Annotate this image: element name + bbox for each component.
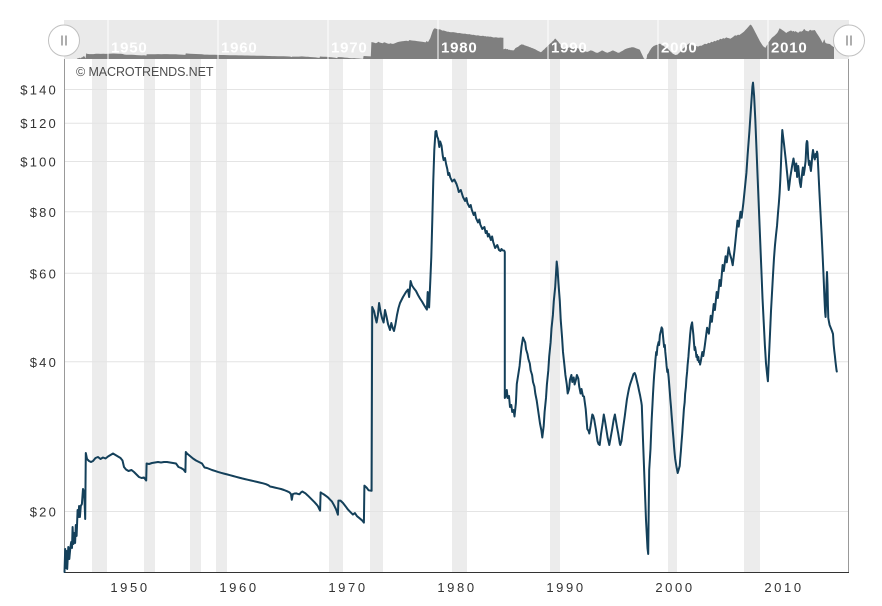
svg-text:1960: 1960	[221, 40, 258, 57]
svg-text:1980: 1980	[437, 580, 476, 595]
svg-text:$100: $100	[20, 155, 58, 170]
svg-text:$140: $140	[20, 83, 58, 98]
svg-text:1970: 1970	[331, 40, 368, 57]
svg-text:2010: 2010	[764, 580, 803, 595]
svg-text:1960: 1960	[219, 580, 258, 595]
svg-text:$60: $60	[30, 266, 58, 281]
svg-text:1990: 1990	[551, 40, 588, 57]
svg-text:1970: 1970	[328, 580, 367, 595]
svg-text:1990: 1990	[546, 580, 585, 595]
svg-text:$120: $120	[20, 116, 58, 131]
svg-text:1950: 1950	[110, 580, 149, 595]
svg-text:© MACROTRENDS.NET: © MACROTRENDS.NET	[76, 65, 214, 79]
svg-text:1950: 1950	[111, 40, 148, 57]
svg-text:2000: 2000	[655, 580, 694, 595]
svg-text:$20: $20	[30, 505, 58, 520]
svg-text:1980: 1980	[441, 40, 478, 57]
svg-text:$40: $40	[30, 355, 58, 370]
svg-text:2010: 2010	[771, 40, 808, 57]
svg-text:2000: 2000	[661, 40, 698, 57]
svg-text:$80: $80	[30, 205, 58, 220]
